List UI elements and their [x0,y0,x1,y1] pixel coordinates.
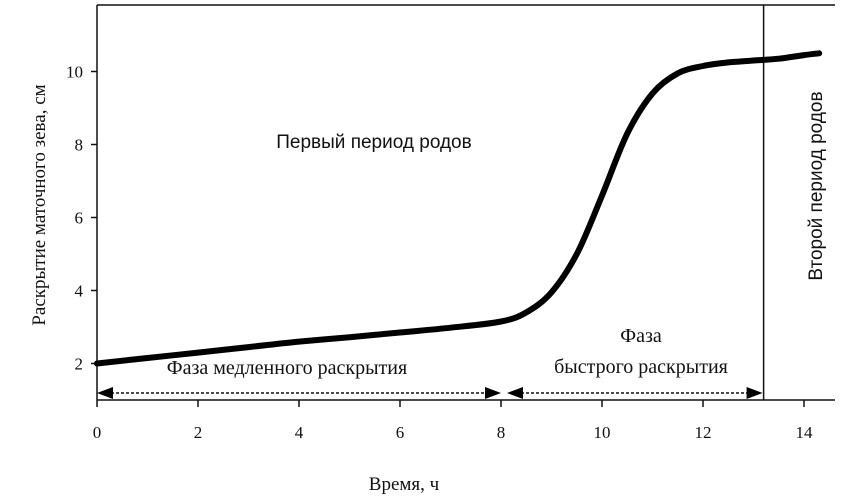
x-tick-label: 2 [194,423,203,442]
x-tick-label: 12 [695,423,712,442]
y-axis-label: Раскрытие маточного зева, см [29,84,50,325]
y-axis-ticks: 2 4 6 8 10 [66,63,97,374]
dilation-curve [94,50,823,367]
y-tick-label: 8 [75,136,84,155]
arrow-head-left [97,387,113,399]
slow-phase-label: Фаза медленного раскрытия [167,357,407,379]
x-tick-label: 10 [594,423,611,442]
x-tick-label: 14 [796,423,814,442]
plot-frame [96,4,835,401]
second-period-label: Второй период родов [806,91,827,280]
first-period-label: Первый период родов [276,132,471,153]
x-tick-label: 6 [396,423,405,442]
arrow-head-right [485,387,501,399]
phase-arrows [97,387,763,399]
y-tick-label: 4 [75,282,84,301]
y-tick-label: 10 [66,63,83,82]
y-tick-label: 2 [75,355,84,374]
x-axis-ticks: 0 2 4 6 8 10 12 14 [93,400,813,442]
x-tick-label: 0 [93,423,102,442]
fast-phase-label-line1: Фаза [620,325,662,347]
arrow-head-right [746,387,763,399]
fast-phase-label-line2: быстрого раскрытия [554,356,728,378]
x-axis-label: Время, ч [369,474,440,495]
x-tick-label: 8 [497,423,506,442]
arrow-head-left [507,387,523,399]
series-layer [94,50,823,367]
y-tick-label: 6 [75,209,84,228]
x-tick-label: 4 [295,423,304,442]
